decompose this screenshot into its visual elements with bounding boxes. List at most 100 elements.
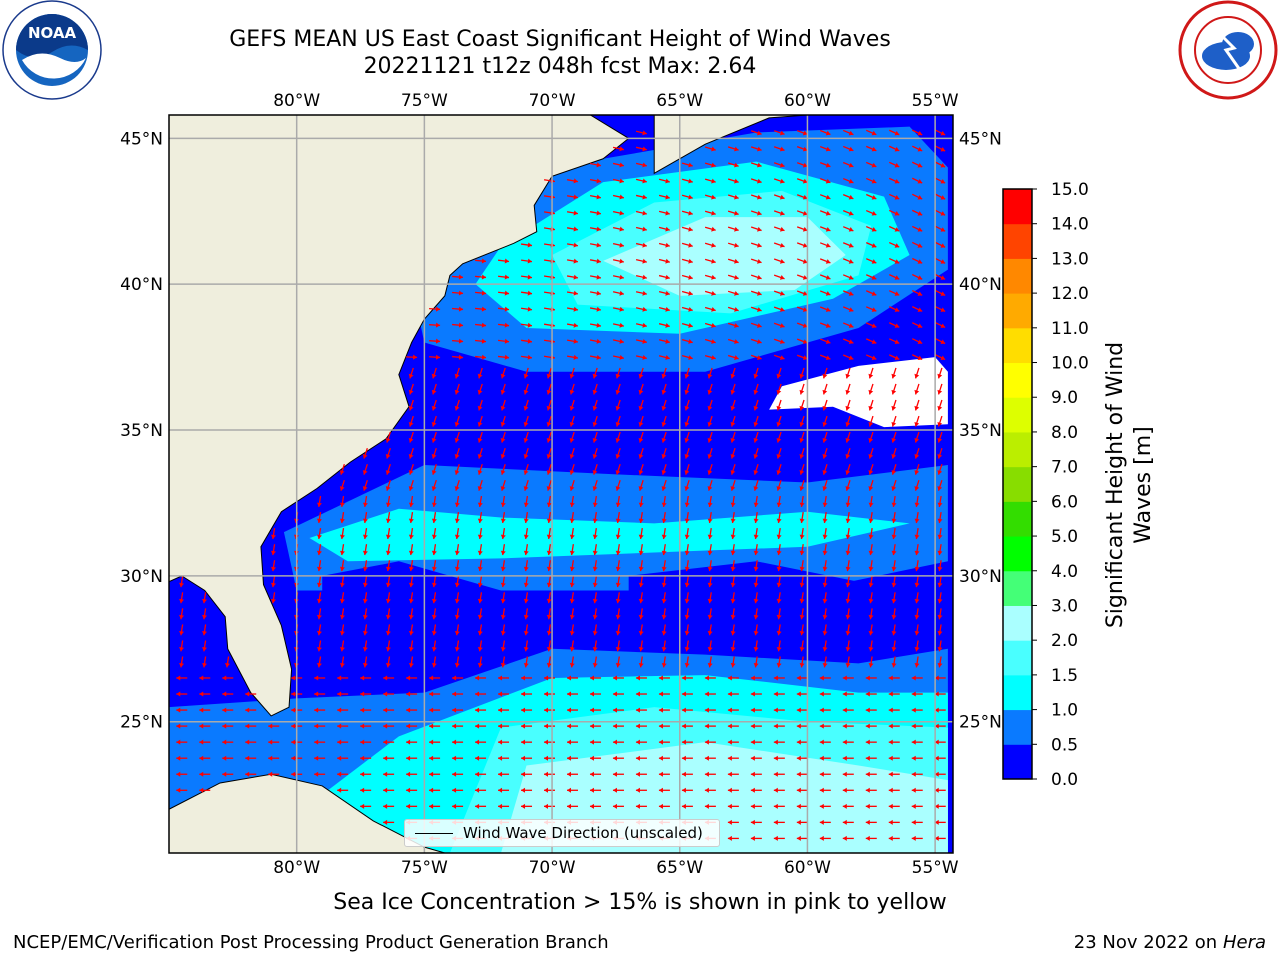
wave-arrow-head: [385, 550, 391, 556]
wave-arrow-head: [845, 566, 851, 572]
wave-arrow-head: [475, 739, 480, 745]
wave-arrow-head: [868, 437, 874, 443]
wave-arrow-head: [891, 421, 897, 427]
colorbar-tick-label: 15.0: [1051, 180, 1089, 200]
wave-arrow-head: [684, 389, 690, 395]
wave-arrow-head: [842, 835, 847, 841]
lat-tick-left: 35°N: [120, 421, 163, 441]
wave-arrow-head: [408, 582, 414, 588]
wave-arrow-head: [452, 803, 457, 809]
wave-arrow-head: [291, 691, 296, 697]
wave-arrow-head: [934, 707, 939, 713]
wave-arrow-head: [848, 291, 854, 296]
wave-arrow-head: [477, 518, 483, 523]
wave-arrow-head: [569, 518, 575, 523]
wave-arrow-head: [934, 835, 939, 841]
wave-arrow-head: [688, 162, 693, 168]
wave-arrow-head: [799, 454, 805, 459]
wave-arrow-head: [707, 437, 713, 443]
wave-arrow-head: [642, 306, 647, 312]
wave-arrow-head: [291, 723, 296, 729]
wave-arrow-head: [665, 290, 670, 296]
wave-arrow-head: [888, 675, 893, 681]
wave-arrow-head: [730, 470, 736, 475]
wave-arrow-head: [888, 803, 893, 809]
lat-tick-right: 30°N: [959, 567, 1002, 587]
wave-arrow-head: [891, 614, 897, 620]
wave-arrow-head: [711, 210, 716, 216]
wave-arrow-head: [773, 755, 778, 761]
wave-arrow-head: [546, 518, 552, 523]
wave-arrow-head: [937, 454, 943, 459]
cuba-land: [169, 773, 445, 853]
wave-arrow-head: [477, 582, 483, 588]
wave-arrow-head: [842, 723, 847, 729]
wave-arrow-head: [337, 691, 342, 697]
wave-arrow-head: [684, 421, 690, 427]
wave-arrow-head: [546, 598, 552, 604]
wave-arrow-head: [661, 470, 667, 475]
wave-arrow-head: [454, 566, 460, 572]
wave-arrow-head: [734, 290, 739, 296]
wave-arrow-head: [688, 339, 693, 344]
wave-arrow-head: [819, 739, 824, 745]
wave-arrow-head: [822, 566, 828, 572]
wave-arrow-head: [779, 339, 785, 344]
wave-arrow-head: [596, 258, 601, 264]
wave-arrow-head: [477, 389, 483, 395]
wave-arrow-head: [314, 707, 319, 713]
wave-arrow-head: [871, 130, 877, 136]
colorbar-swatch: [1003, 744, 1032, 780]
wave-arrow-head: [546, 502, 552, 507]
wave-arrow-head: [615, 405, 621, 411]
wave-arrow-head: [270, 534, 276, 540]
wave-arrow-head: [776, 550, 782, 556]
colorbar-tick-label: 3.0: [1051, 596, 1078, 616]
legend-line-icon: [415, 832, 453, 834]
wave-arrow-head: [638, 614, 644, 620]
wave-arrow-head: [408, 630, 414, 636]
wave-arrow-head: [822, 582, 828, 588]
wave-arrow-head: [179, 614, 185, 620]
wave-arrow-head: [199, 691, 204, 697]
wave-arrow-head: [523, 421, 529, 427]
wave-arrow-head: [711, 178, 716, 184]
wave-arrow-head: [665, 178, 670, 184]
wave-arrow-head: [937, 373, 943, 379]
wave-arrow-head: [776, 421, 782, 427]
wave-arrow-head: [665, 194, 670, 200]
wave-arrow-head: [454, 646, 460, 652]
wave-arrow-head: [339, 486, 345, 491]
wave-arrow-head: [665, 339, 670, 344]
wave-arrow-head: [822, 502, 828, 507]
wave-arrow-head: [523, 582, 529, 588]
colorbar-swatch: [1003, 431, 1032, 468]
wave-arrow-head: [339, 566, 345, 572]
wave-arrow-head: [658, 723, 663, 729]
page-subtitle: 20221121 t12z 048h fcst Max: 2.64: [363, 54, 757, 79]
map-panel: [168, 114, 954, 854]
wave-arrow-head: [176, 675, 181, 681]
wave-arrow-head: [891, 630, 897, 636]
wave-arrow-head: [734, 162, 739, 168]
wave-arrow-head: [825, 194, 831, 200]
wave-arrow-head: [176, 771, 181, 777]
wave-arrow-head: [779, 210, 785, 216]
wave-arrow-head: [523, 454, 529, 459]
wave-arrow-head: [704, 707, 709, 713]
wave-arrow-head: [684, 534, 690, 540]
wave-arrow-head: [711, 162, 716, 168]
wave-arrow-head: [842, 803, 847, 809]
wave-arrow-head: [500, 389, 506, 395]
wave-arrow-head: [822, 437, 828, 443]
wave-arrow-head: [822, 663, 828, 668]
wave-arrow-head: [566, 707, 571, 713]
wave-arrow-head: [940, 243, 946, 248]
wave-arrow-head: [596, 242, 601, 248]
colorbar-swatch: [1003, 640, 1032, 676]
wave-arrow-head: [937, 566, 943, 572]
wave-arrow-head: [819, 707, 824, 713]
wave-arrow-head: [894, 307, 900, 312]
wave-arrow-head: [615, 421, 621, 427]
wave-arrow-head: [727, 771, 732, 777]
